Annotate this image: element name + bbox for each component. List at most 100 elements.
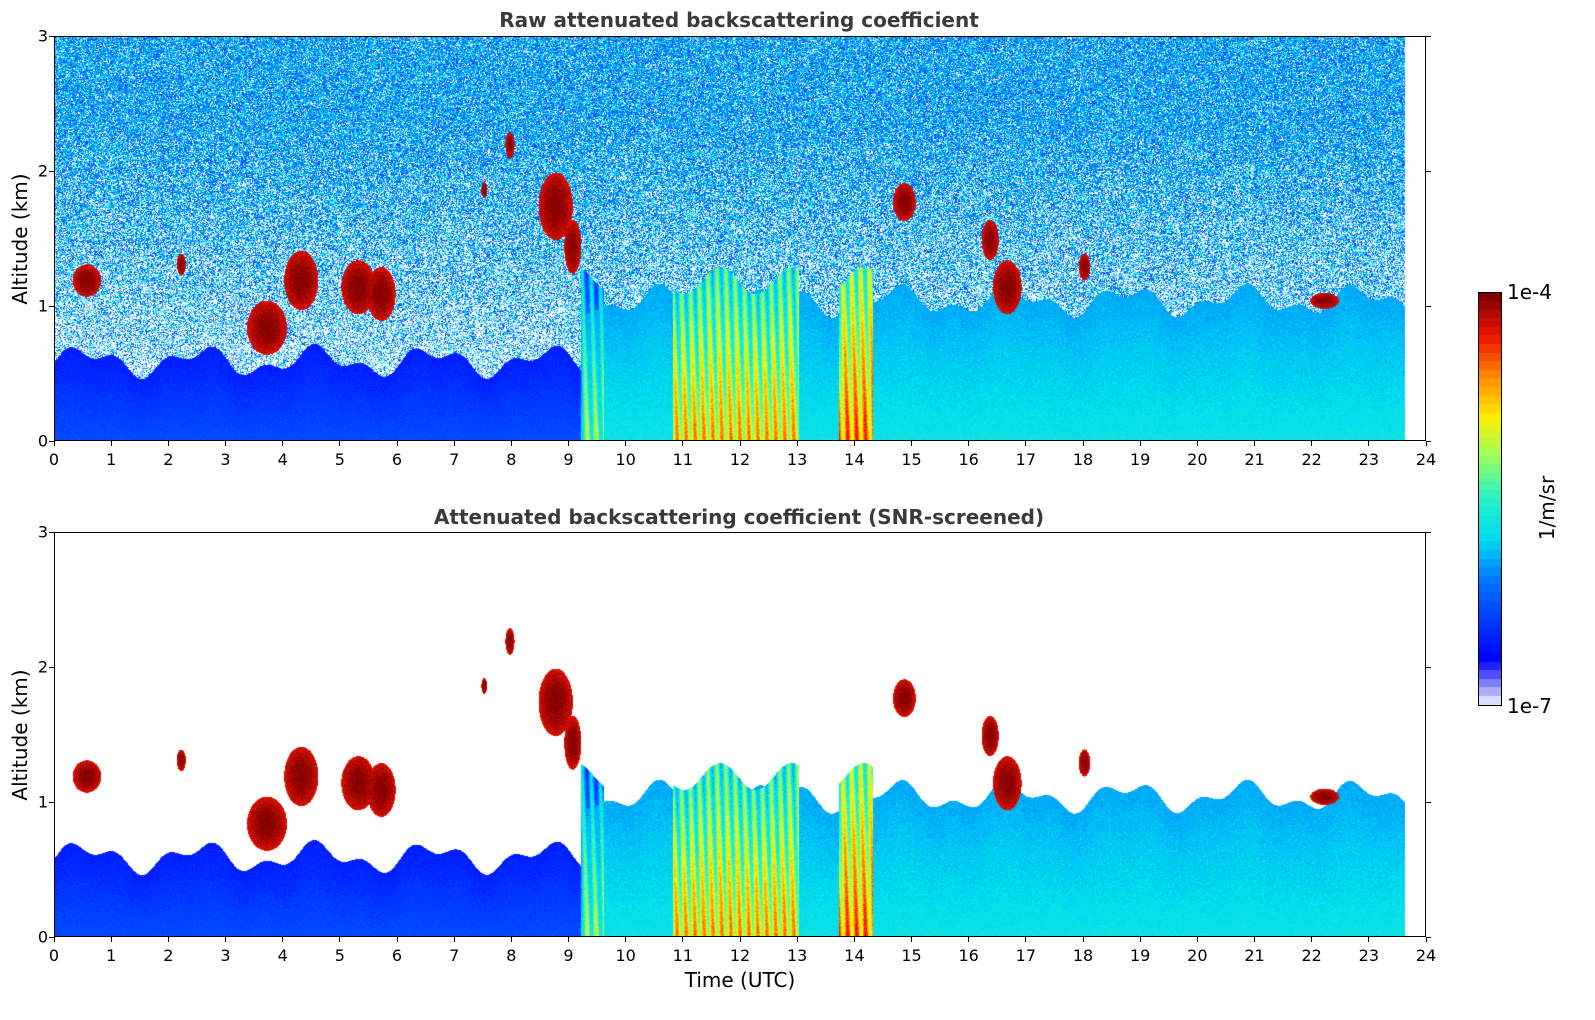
y-tick-mark bbox=[1426, 666, 1431, 668]
x-tick-mark bbox=[1425, 937, 1427, 942]
x-tick-mark bbox=[568, 937, 569, 942]
x-tick-label: 18 bbox=[1072, 450, 1094, 469]
x-tick-label: 12 bbox=[729, 450, 751, 469]
x-tick-label: 17 bbox=[1015, 946, 1037, 965]
x-tick-mark bbox=[1311, 937, 1313, 942]
x-tick-label: 19 bbox=[1129, 946, 1151, 965]
x-tick-mark bbox=[510, 937, 512, 942]
colorbar-gradient bbox=[1479, 293, 1501, 705]
x-tick-mark bbox=[1196, 937, 1198, 942]
y-tick-mark bbox=[49, 801, 54, 803]
x-tick-label: 11 bbox=[672, 946, 694, 965]
x-tick-mark bbox=[568, 441, 569, 446]
x-tick-mark bbox=[682, 937, 684, 942]
y-tick-mark bbox=[49, 35, 54, 37]
colorbar-max-label: 1e-4 bbox=[1507, 280, 1552, 304]
y-tick-label: 0 bbox=[37, 927, 48, 947]
x-tick-label: 18 bbox=[1072, 946, 1094, 965]
x-tick-mark bbox=[853, 441, 855, 446]
x-tick-mark bbox=[1311, 441, 1313, 446]
colorbar-min-label: 1e-7 bbox=[1507, 694, 1552, 718]
x-tick-label: 21 bbox=[1244, 450, 1265, 469]
x-tick-mark bbox=[225, 937, 226, 942]
x-tick-mark bbox=[510, 441, 512, 446]
x-tick-label: 15 bbox=[901, 946, 922, 965]
x-tick-label: 8 bbox=[506, 450, 517, 469]
x-tick-mark bbox=[282, 441, 284, 446]
x-tick-mark bbox=[225, 441, 226, 446]
x-tick-mark bbox=[110, 441, 112, 446]
x-tick-mark bbox=[167, 441, 169, 446]
x-tick-mark bbox=[1254, 937, 1255, 942]
x-tick-label: 9 bbox=[563, 946, 574, 965]
x-tick-label: 14 bbox=[844, 946, 865, 965]
y-tick-mark bbox=[1426, 305, 1431, 307]
x-tick-mark bbox=[453, 441, 455, 446]
x-tick-mark bbox=[625, 441, 627, 446]
x-tick-mark bbox=[968, 441, 970, 446]
x-tick-mark bbox=[339, 937, 341, 942]
heatmap-screened-canvas bbox=[55, 533, 1425, 936]
x-tick-label: 7 bbox=[449, 450, 460, 469]
y-tick-mark bbox=[49, 170, 54, 172]
x-tick-label: 20 bbox=[1187, 450, 1208, 469]
x-tick-mark bbox=[1368, 441, 1370, 446]
x-tick-label: 6 bbox=[391, 946, 403, 965]
x-tick-mark bbox=[682, 441, 684, 446]
x-tick-mark bbox=[1368, 937, 1370, 942]
y-tick-mark bbox=[1426, 35, 1431, 37]
x-tick-label: 16 bbox=[958, 450, 979, 469]
x-tick-label: 9 bbox=[563, 450, 574, 469]
x-tick-label: 14 bbox=[844, 450, 865, 469]
x-tick-label: 17 bbox=[1015, 450, 1037, 469]
x-tick-mark bbox=[53, 441, 55, 446]
y-tick-mark bbox=[49, 305, 54, 307]
y-tick-mark bbox=[49, 666, 54, 668]
y-tick-label: 0 bbox=[37, 431, 48, 451]
x-tick-mark bbox=[739, 937, 741, 942]
x-tick-mark bbox=[968, 937, 970, 942]
chart-title-screened: Attenuated backscattering coefficient (S… bbox=[433, 505, 1045, 529]
y-tick-mark bbox=[1426, 936, 1431, 938]
heatmap-raw-canvas bbox=[55, 37, 1425, 440]
x-tick-label: 4 bbox=[277, 450, 288, 469]
x-tick-label: 15 bbox=[901, 450, 922, 469]
x-tick-mark bbox=[1139, 441, 1141, 446]
x-tick-mark bbox=[453, 937, 455, 942]
x-tick-label: 23 bbox=[1358, 450, 1380, 469]
heatmap-screened bbox=[54, 532, 1426, 937]
x-tick-label: 22 bbox=[1301, 946, 1322, 965]
x-tick-label: 1 bbox=[106, 946, 117, 965]
y-tick-label: 2 bbox=[37, 657, 48, 677]
x-tick-mark bbox=[1425, 441, 1427, 446]
x-tick-mark bbox=[1196, 441, 1198, 446]
x-tick-mark bbox=[396, 937, 398, 942]
y-tick-mark bbox=[1426, 801, 1431, 803]
y-tick-label: 3 bbox=[37, 26, 48, 46]
x-tick-label: 0 bbox=[48, 450, 60, 469]
x-axis-label: Time (UTC) bbox=[684, 968, 796, 992]
x-tick-label: 3 bbox=[220, 946, 231, 965]
colorbar bbox=[1478, 292, 1502, 706]
y-tick-label: 3 bbox=[37, 522, 48, 542]
x-tick-label: 0 bbox=[48, 946, 60, 965]
x-tick-mark bbox=[796, 441, 798, 446]
y-axis-label-screened: Altitude (km) bbox=[8, 669, 32, 801]
y-tick-mark bbox=[1426, 531, 1431, 533]
x-tick-mark bbox=[853, 937, 855, 942]
x-tick-label: 2 bbox=[163, 946, 174, 965]
x-tick-mark bbox=[1082, 937, 1084, 942]
x-tick-label: 4 bbox=[277, 946, 288, 965]
x-tick-mark bbox=[911, 937, 912, 942]
x-tick-label: 7 bbox=[449, 946, 460, 965]
x-tick-label: 20 bbox=[1187, 946, 1208, 965]
y-tick-mark bbox=[1426, 440, 1431, 442]
colorbar-unit-label: 1/m/sr bbox=[1535, 475, 1559, 541]
y-tick-mark bbox=[49, 531, 54, 533]
y-tick-label: 1 bbox=[37, 792, 48, 812]
x-tick-label: 2 bbox=[163, 450, 174, 469]
heatmap-raw bbox=[54, 36, 1426, 441]
x-tick-mark bbox=[1025, 937, 1027, 942]
x-tick-mark bbox=[1082, 441, 1084, 446]
x-tick-mark bbox=[739, 441, 741, 446]
